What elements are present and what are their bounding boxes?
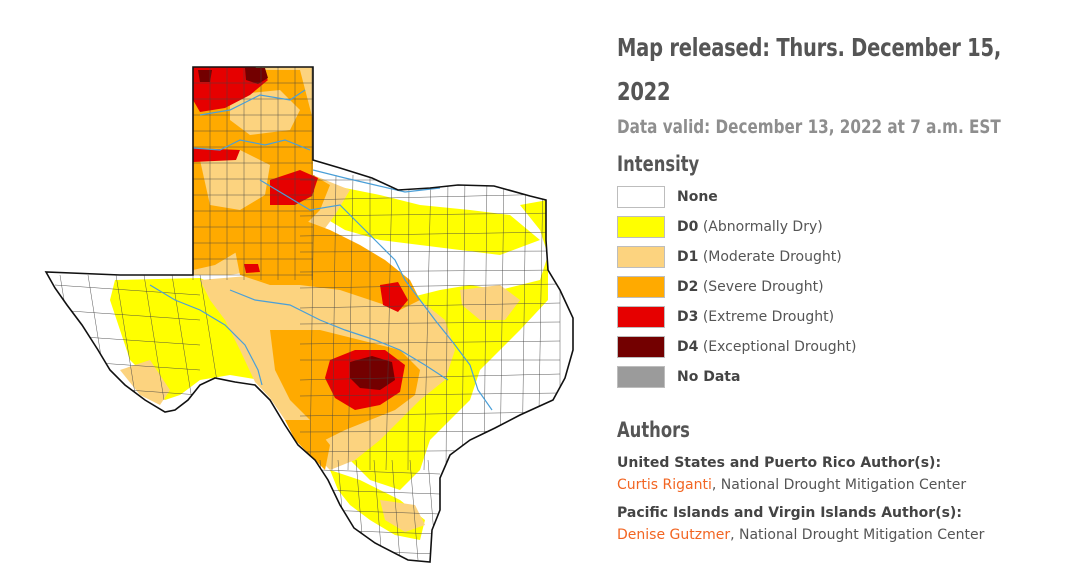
d1-zone-east xyxy=(460,285,520,320)
county-line xyxy=(299,411,561,417)
legend-swatch-none xyxy=(617,186,665,208)
red-river-north xyxy=(312,169,441,193)
legend-desc-d0: (Abnormally Dry) xyxy=(702,219,823,235)
county-line xyxy=(54,284,201,296)
county-line xyxy=(385,174,393,471)
drought-map xyxy=(45,66,574,563)
legend-item-d1: D1 (Moderate Drought) xyxy=(617,242,1057,272)
d3-zone-central xyxy=(380,282,408,312)
legend-code-d0: D0 xyxy=(677,219,699,235)
pecos-river xyxy=(149,284,263,386)
brazos-river xyxy=(259,179,493,411)
authors-heading: Authors xyxy=(617,418,690,442)
intensity-legend: None D0 (Abnormally Dry) D1 (Moderate Dr… xyxy=(617,182,1057,392)
legend-desc-d3: (Extreme Drought) xyxy=(702,309,835,325)
legend-desc-d1: (Moderate Drought) xyxy=(702,249,842,265)
legend-swatch-d0 xyxy=(617,216,665,238)
legend-swatch-d3 xyxy=(617,306,665,328)
county-line xyxy=(461,174,466,471)
texas-map-svg xyxy=(45,66,574,563)
county-line xyxy=(299,283,561,289)
legend-swatch-no-data xyxy=(617,366,665,388)
legend-swatch-d4 xyxy=(617,336,665,358)
intensity-heading: Intensity xyxy=(617,152,700,176)
legend-code-d4: D4 xyxy=(677,339,699,355)
county-line xyxy=(347,174,354,471)
legend-item-d4: D4 (Exceptional Drought) xyxy=(617,332,1057,362)
legend-code-d1: D1 xyxy=(677,249,699,265)
county-line xyxy=(299,212,561,217)
county-line xyxy=(299,302,561,309)
colorado-river xyxy=(229,289,449,381)
legend-code-d3: D3 xyxy=(677,309,699,325)
author-link-denise-gutzmer[interactable]: Denise Gutzmer xyxy=(617,527,731,543)
county-line xyxy=(299,392,561,397)
county-line xyxy=(299,193,561,201)
legend-code-none: None xyxy=(677,189,718,205)
rivers xyxy=(149,89,493,411)
author-line-us: Curtis Riganti, National Drought Mitigat… xyxy=(617,474,1057,496)
d4-zone-hill-country xyxy=(350,356,395,390)
author-group-label-pacific: Pacific Islands and Virgin Islands Autho… xyxy=(617,505,962,521)
county-line xyxy=(299,231,561,237)
county-line xyxy=(331,174,337,471)
county-line xyxy=(299,340,561,345)
d3-zone-panhandle-band xyxy=(193,148,240,162)
legend-code-no-data: No Data xyxy=(677,369,741,385)
county-line xyxy=(319,489,441,495)
drought-layers xyxy=(54,67,561,561)
county-line xyxy=(409,459,419,561)
county-line xyxy=(115,274,137,401)
d3-zone-small xyxy=(244,264,260,273)
info-panel: Map released: Thurs. December 15, 2022 D… xyxy=(617,26,1057,552)
county-line xyxy=(299,373,561,381)
county-line xyxy=(299,321,561,325)
county-line xyxy=(407,174,410,471)
data-valid-text: Data valid: December 13, 2022 at 7 a.m. … xyxy=(617,116,1001,138)
canadian-river xyxy=(192,139,311,151)
d3-zone-panhandle-east xyxy=(270,170,318,205)
county-line xyxy=(309,174,315,471)
d2-zone-rolling-plains xyxy=(230,215,420,310)
legend-item-d0: D0 (Abnormally Dry) xyxy=(617,212,1057,242)
map-release-title: Map released: Thurs. December 15, 2022 xyxy=(617,33,1002,106)
county-line xyxy=(171,274,193,401)
county-line xyxy=(445,174,449,471)
author-org-pacific: , National Drought Mitigation Center xyxy=(730,527,985,543)
author-line-pacific: Denise Gutzmer, National Drought Mitigat… xyxy=(617,524,1057,546)
legend-desc-d4: (Exceptional Drought) xyxy=(702,339,857,355)
red-river xyxy=(199,89,306,116)
legend-code-d2: D2 xyxy=(677,279,699,295)
county-line xyxy=(54,309,201,321)
legend-swatch-d1 xyxy=(617,246,665,268)
author-link-curtis-riganti[interactable]: Curtis Riganti xyxy=(617,477,712,493)
county-line xyxy=(299,250,561,253)
county-line xyxy=(319,469,441,475)
legend-item-d3: D3 (Extreme Drought) xyxy=(617,302,1057,332)
county-line xyxy=(299,269,561,273)
d4-zone-panhandle-2 xyxy=(245,68,268,84)
author-group-label-us: United States and Puerto Rico Author(s): xyxy=(617,455,942,471)
legend-item-no-data: No Data xyxy=(617,362,1057,392)
legend-item-d2: D2 (Severe Drought) xyxy=(617,272,1057,302)
d2-zone-southwest xyxy=(285,420,330,470)
d4-zone-panhandle xyxy=(198,70,212,82)
legend-swatch-d2 xyxy=(617,276,665,298)
legend-item-none: None xyxy=(617,182,1057,212)
county-line xyxy=(373,459,383,561)
author-org-us: , National Drought Mitigation Center xyxy=(711,477,967,493)
d1-zone-west xyxy=(120,360,170,405)
county-line xyxy=(143,274,165,401)
legend-desc-d2: (Severe Drought) xyxy=(702,279,824,295)
county-line xyxy=(423,174,432,471)
county-line xyxy=(391,459,401,561)
